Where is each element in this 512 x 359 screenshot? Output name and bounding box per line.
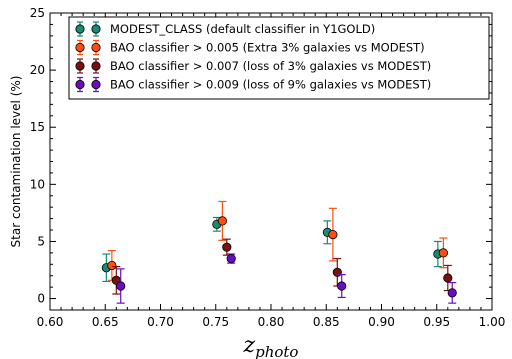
x-tick-label: 0.70 bbox=[147, 315, 174, 329]
series-4 bbox=[116, 253, 457, 304]
y-tick-labels: 0 5 10 15 20 25 bbox=[30, 6, 45, 306]
x-axis-label: zphoto bbox=[243, 333, 299, 359]
data-point bbox=[328, 230, 338, 240]
data-point bbox=[226, 253, 236, 264]
legend-marker bbox=[91, 42, 101, 53]
legend-marker bbox=[91, 79, 101, 90]
y-tick-label: 5 bbox=[37, 234, 45, 248]
y-tick-label: 10 bbox=[30, 177, 45, 191]
legend-marker bbox=[75, 61, 85, 71]
x-tick-labels: 0.60 0.65 0.70 0.75 0.80 0.85 0.90 0.95 1.00 bbox=[37, 315, 506, 329]
legend-entry: BAO classifier > 0.005 (Extra 3% galaxie… bbox=[75, 39, 425, 56]
x-tick-label: 0.65 bbox=[92, 315, 119, 329]
legend-marker bbox=[75, 79, 85, 90]
x-tick-label: 1.00 bbox=[479, 315, 506, 329]
legend-entry: BAO classifier > 0.009 (loss of 9% galax… bbox=[75, 76, 431, 93]
legend: MODEST_CLASS (default classifier in Y1GO… bbox=[68, 16, 490, 100]
x-tick-label: 0.80 bbox=[258, 315, 285, 329]
data-point bbox=[337, 281, 347, 291]
x-tick-label: 0.85 bbox=[313, 315, 340, 329]
legend-marker bbox=[91, 61, 101, 71]
series-2 bbox=[107, 200, 448, 281]
y-tick-label: 15 bbox=[30, 120, 45, 134]
data-point bbox=[443, 273, 453, 283]
x-axis-label-subscript: photo bbox=[255, 343, 298, 359]
legend-marker bbox=[75, 24, 85, 34]
y-tick-label: 25 bbox=[30, 6, 45, 20]
legend-label: BAO classifier > 0.009 (loss of 9% galax… bbox=[110, 78, 431, 92]
legend-entry: BAO classifier > 0.007 (loss of 3% galax… bbox=[75, 58, 431, 74]
x-tick-label: 0.75 bbox=[202, 315, 229, 329]
legend-entries: MODEST_CLASS (default classifier in Y1GO… bbox=[75, 21, 431, 93]
legend-marker bbox=[91, 24, 101, 34]
legend-label: MODEST_CLASS (default classifier in Y1GO… bbox=[110, 22, 375, 36]
data-marks bbox=[101, 200, 457, 304]
legend-label: BAO classifier > 0.005 (Extra 3% galaxie… bbox=[110, 41, 425, 55]
legend-entry: MODEST_CLASS (default classifier in Y1GO… bbox=[75, 21, 375, 37]
legend-box bbox=[68, 16, 490, 100]
y-tick-label: 0 bbox=[37, 292, 45, 306]
axis-ticks bbox=[49, 12, 493, 311]
data-point bbox=[447, 288, 457, 298]
data-point bbox=[222, 242, 232, 252]
data-point bbox=[332, 267, 342, 277]
data-point bbox=[217, 216, 227, 226]
x-tick-label: 0.60 bbox=[37, 315, 64, 329]
data-point bbox=[107, 260, 117, 271]
legend-label: BAO classifier > 0.007 (loss of 3% galax… bbox=[110, 59, 431, 73]
x-tick-label: 0.95 bbox=[423, 315, 450, 329]
legend-marker bbox=[75, 42, 85, 53]
y-axis-label: Star contamination level (%) bbox=[9, 76, 23, 248]
x-tick-label: 0.90 bbox=[368, 315, 395, 329]
x-axis-label-main: z bbox=[243, 333, 256, 358]
y-tick-label: 20 bbox=[30, 63, 45, 77]
series-1 bbox=[101, 216, 443, 283]
data-point bbox=[116, 281, 126, 291]
data-point bbox=[438, 248, 448, 258]
